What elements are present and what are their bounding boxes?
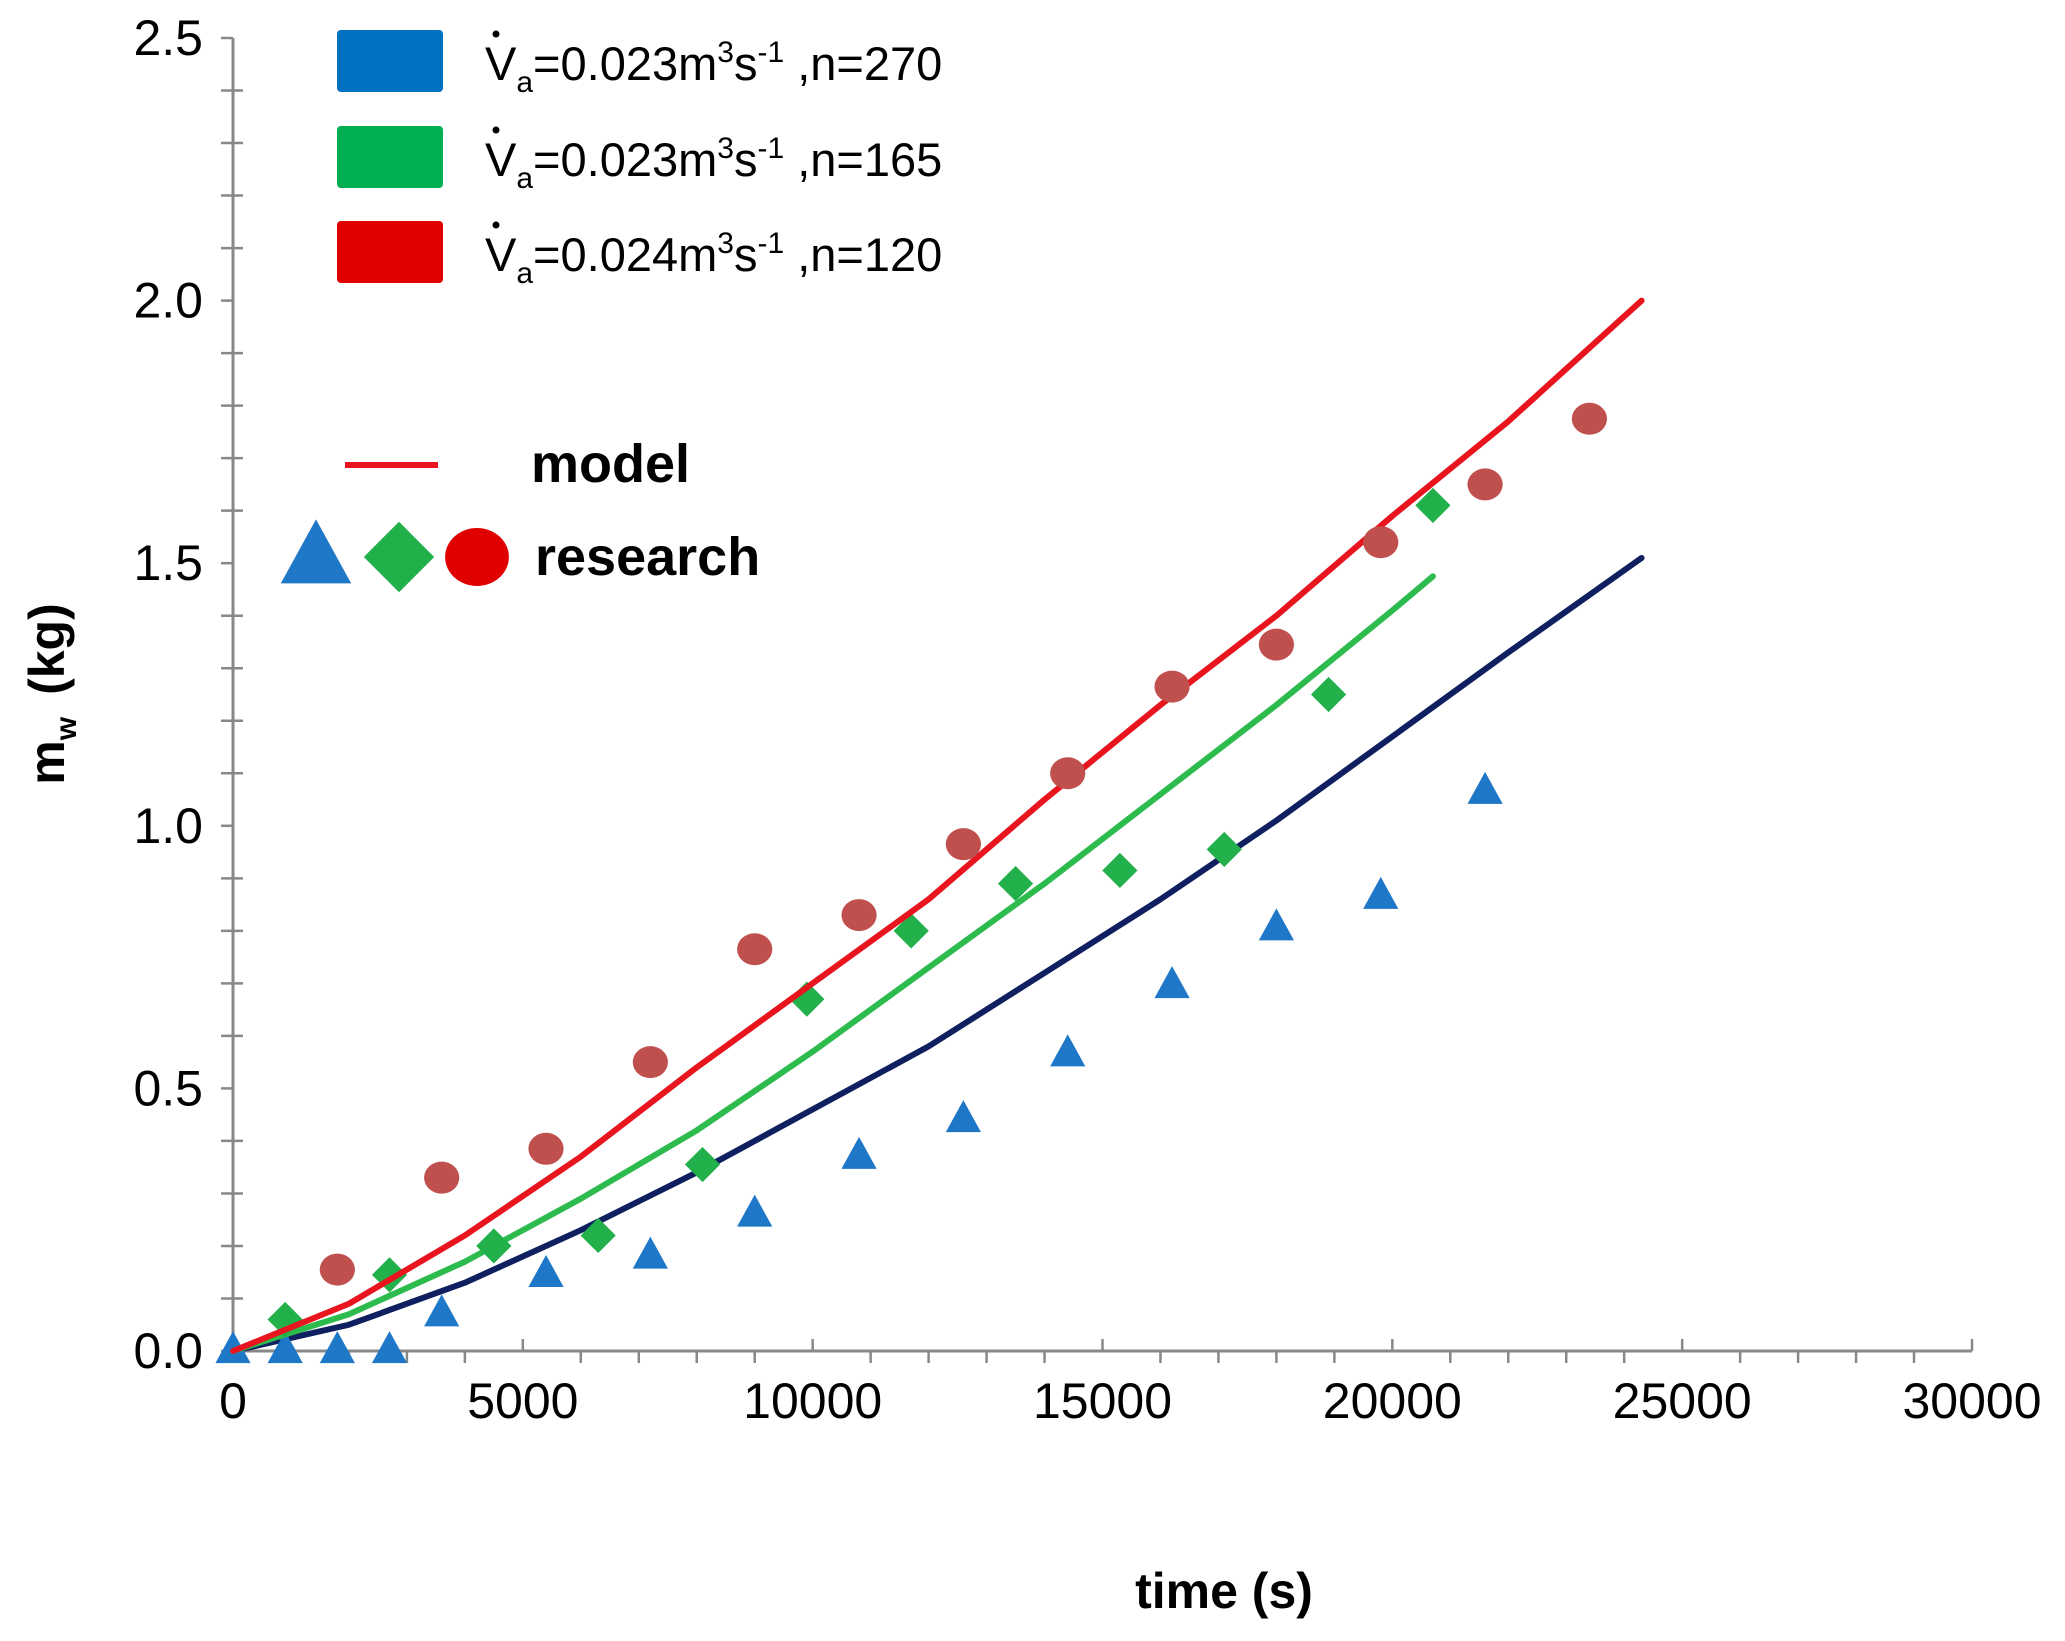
chart-root: 0.0 0.5 1.0 1.5 2.0 2.5 0 5000 10000 15000 20000 25…	[0, 0, 2065, 1641]
legend-label-label-rest: s	[734, 133, 758, 186]
x-tick-label: 30000	[1902, 1373, 2041, 1429]
research-point	[528, 1133, 563, 1165]
research-point	[737, 1195, 772, 1227]
legend-label: Va=0.023m3s-1 ,n=165	[485, 132, 942, 195]
y-axis-title-sub: w	[50, 716, 83, 741]
legend-research-text: research	[535, 527, 760, 587]
research-point	[1467, 772, 1502, 804]
y-tick-label: 0.5	[133, 1060, 203, 1116]
research-point	[946, 828, 981, 860]
research-point	[1259, 629, 1294, 661]
legend-model-text: model	[531, 434, 690, 494]
model-line	[233, 558, 1642, 1351]
legend-label-label-sup: 3	[717, 132, 734, 165]
research-point	[1050, 1034, 1085, 1066]
research-point	[424, 1162, 459, 1194]
y-tick-label: 2.5	[133, 10, 203, 66]
x-tick-label: 20000	[1323, 1373, 1462, 1429]
research-point	[528, 1255, 563, 1287]
research-point	[476, 1228, 511, 1263]
research-point	[633, 1046, 668, 1078]
research-point	[1363, 526, 1398, 558]
legend-label-label-rest-sup: -1	[757, 132, 784, 165]
legend-label-label-n: ,n=270	[784, 37, 942, 90]
legend-label: Va=0.023m3s-1 ,n=270	[485, 36, 942, 99]
legend-label-label-rest-sup: -1	[757, 227, 784, 260]
x-axis-title: time (s)	[1135, 1563, 1313, 1619]
series-layer	[215, 301, 1641, 1364]
legend-label-label-rest: s	[734, 37, 758, 90]
research-point	[633, 1237, 668, 1269]
y-tick-label: 1.5	[133, 535, 203, 591]
y-tick-label: 2.0	[133, 273, 203, 329]
series-0	[215, 558, 1641, 1363]
research-point	[737, 933, 772, 965]
research-point	[1467, 468, 1502, 500]
research-point	[1572, 403, 1607, 435]
legend-label-label-mid: =0.023m	[533, 133, 717, 186]
y-tick-label: 1.0	[133, 798, 203, 854]
research-point	[1102, 853, 1137, 888]
legend-research-circle	[445, 528, 509, 586]
research-point	[1311, 677, 1346, 712]
series-1	[233, 488, 1451, 1351]
legend-label: Va=0.024m3s-1 ,n=120	[485, 227, 942, 290]
legend-label-label-v: V	[485, 228, 517, 281]
y-axis-title: mw (kg)	[19, 603, 83, 784]
legend-label-label-mid: =0.024m	[533, 228, 717, 281]
research-point	[841, 1137, 876, 1169]
research-point	[320, 1331, 355, 1363]
model-line	[233, 576, 1433, 1351]
legend-label-label-sup: 3	[717, 36, 734, 69]
x-tick-label: 10000	[743, 1373, 882, 1429]
x-tick-label: 0	[219, 1373, 247, 1429]
research-point	[581, 1218, 616, 1253]
research-point	[1050, 757, 1085, 789]
legend-swatch	[337, 126, 443, 188]
legend-label-label-v: V	[485, 37, 517, 90]
research-point	[946, 1100, 981, 1132]
legend-label-label-rest-sup: -1	[757, 36, 784, 69]
x-tick-label: 25000	[1613, 1373, 1752, 1429]
y-axis-title-unit: (kg)	[19, 603, 75, 695]
legend-label-label-v-sub: a	[516, 66, 533, 99]
legend-vdot	[493, 127, 500, 134]
x-tick-label: 5000	[467, 1373, 578, 1429]
research-point	[841, 899, 876, 931]
series-2	[233, 301, 1642, 1351]
legend-label-label-mid: =0.023m	[533, 37, 717, 90]
research-point	[1154, 671, 1189, 703]
legend-research-triangle	[281, 519, 351, 583]
research-point	[1259, 908, 1294, 940]
legend-swatch	[337, 221, 443, 283]
legend-swatch	[337, 30, 443, 92]
y-axis-title-main: m	[19, 740, 75, 784]
research-point	[1363, 877, 1398, 909]
legend-label-label-n: ,n=120	[784, 228, 942, 281]
legend-research-diamond	[364, 522, 434, 592]
legend-label-label-v-sub: a	[516, 257, 533, 290]
research-point	[1154, 966, 1189, 998]
legend-label-label-sup: 3	[717, 227, 734, 260]
research-point	[320, 1254, 355, 1286]
research-point	[424, 1294, 459, 1326]
legend-vdot	[493, 31, 500, 38]
legend-label-label-v-sub: a	[516, 162, 533, 195]
legend-label-label-n: ,n=165	[784, 133, 942, 186]
legend-vdot	[493, 222, 500, 229]
legend-label-label-v: V	[485, 133, 517, 186]
y-tick-label: 0.0	[133, 1323, 203, 1379]
x-tick-label: 15000	[1033, 1373, 1172, 1429]
legend-label-label-rest: s	[734, 228, 758, 281]
research-point	[372, 1331, 407, 1363]
